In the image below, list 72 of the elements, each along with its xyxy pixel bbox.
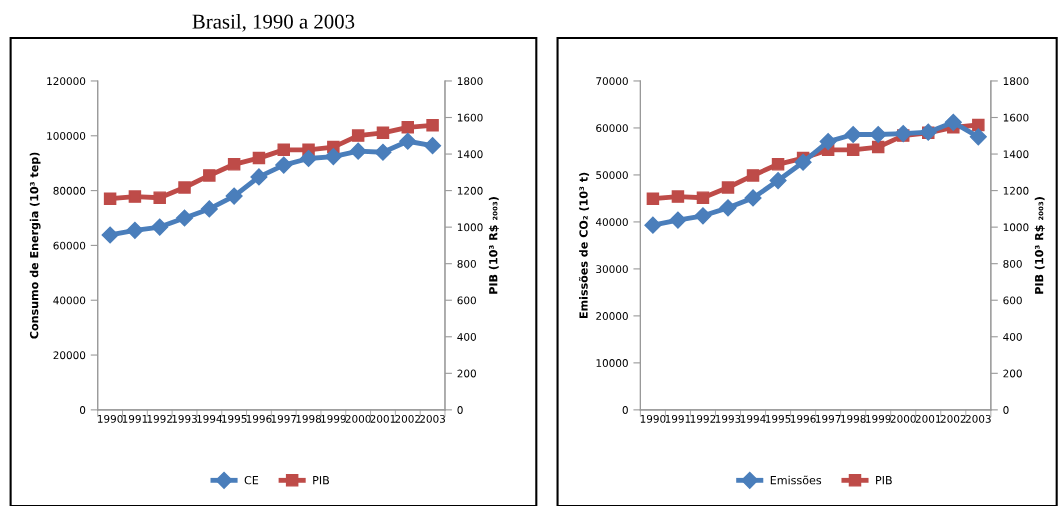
x-tick-label: 2002: [395, 414, 420, 423]
x-tick-label: 1993: [172, 414, 197, 423]
y-tick-label: 20000: [53, 351, 86, 360]
y-tick-label: 60000: [53, 241, 86, 250]
x-tick-label: 2003: [965, 414, 991, 423]
y2-tick-label: 0: [1003, 406, 1009, 414]
y2-tick-label: 1600: [457, 113, 483, 122]
x-tick-label: 2001: [915, 414, 941, 423]
x-tick-label: 1992: [690, 414, 716, 423]
legend-label: Emissões: [770, 475, 822, 485]
y-axis-title: Consumo de Energia (10³ tep): [29, 152, 41, 339]
y-tick-label: 10000: [596, 359, 628, 367]
y2-tick-label: 1000: [1003, 223, 1029, 232]
y-tick-label: 0: [79, 406, 86, 414]
y2-tick-label: 1800: [1003, 77, 1029, 86]
y-axis-title: Emissões de CO₂ (10³ t): [578, 172, 590, 318]
y-tick-label: 50000: [596, 171, 628, 180]
y-tick-label: 80000: [53, 186, 86, 195]
y2-tick-label: 0: [457, 406, 463, 414]
x-tick-label: 1993: [715, 414, 741, 423]
x-tick-label: 1991: [665, 414, 691, 423]
x-tick-label: 1998: [841, 414, 866, 423]
x-tick-label: 1996: [246, 414, 272, 423]
x-tick-label: 1991: [122, 414, 148, 423]
y-tick-label: 40000: [53, 296, 86, 305]
y2-tick-label: 400: [1003, 333, 1022, 341]
y-tick-label: 30000: [596, 265, 628, 274]
y2-tick-label: 1000: [457, 223, 483, 232]
y-tick-label: 40000: [595, 218, 628, 227]
y2-tick-label: 1800: [457, 77, 483, 86]
x-tick-label: 1997: [816, 414, 841, 423]
x-tick-label: 1999: [321, 414, 346, 423]
x-tick-label: 1990: [640, 414, 666, 423]
x-tick-label: 2000: [345, 414, 371, 423]
legend-label: PIB: [876, 476, 892, 485]
y2-tick-label: 600: [457, 296, 476, 305]
x-tick-label: 2001: [370, 414, 396, 423]
legend-label: CE: [244, 475, 259, 485]
y2-tick-label: 800: [1003, 259, 1022, 268]
y2-axis-title: PIB (10³ R$ ₂₀₀₃): [1034, 197, 1045, 294]
y-tick-label: 60000: [596, 124, 628, 133]
x-tick-label: 1995: [765, 414, 791, 423]
y2-tick-label: 200: [1003, 369, 1022, 378]
y2-tick-label: 600: [1003, 296, 1022, 305]
x-tick-label: 2000: [890, 414, 916, 423]
y-tick-label: 20000: [596, 312, 628, 320]
y-tick-label: 120000: [47, 77, 86, 86]
x-tick-label: 1997: [271, 414, 297, 423]
y-tick-label: 0: [622, 406, 628, 414]
x-tick-label: 1990: [98, 414, 123, 423]
x-tick-label: 1992: [147, 414, 172, 423]
y-tick-label: 100000: [47, 132, 86, 140]
x-tick-label: 1999: [866, 414, 891, 423]
y2-tick-label: 800: [457, 259, 476, 268]
x-tick-label: 1994: [740, 414, 766, 423]
x-tick-label: 2002: [940, 414, 966, 423]
chart-title: Brasil, 1990 a 2003: [192, 14, 355, 32]
y2-tick-label: 400: [457, 333, 476, 341]
y2-tick-label: 1200: [1003, 186, 1029, 195]
x-tick-label: 2003: [420, 414, 445, 423]
y2-tick-label: 200: [457, 369, 476, 378]
legend-label: PIB: [313, 476, 329, 485]
x-tick-label: 1994: [197, 414, 222, 423]
x-tick-label: 1995: [222, 414, 247, 423]
x-tick-label: 1996: [790, 414, 816, 423]
x-tick-label: 1998: [296, 414, 322, 423]
y-tick-label: 70000: [596, 77, 628, 86]
y2-tick-label: 1400: [1003, 150, 1029, 159]
y2-axis-title: PIB (10³ R$ ₂₀₀₃): [488, 197, 499, 294]
y2-tick-label: 1200: [457, 186, 483, 195]
y2-tick-label: 1400: [457, 150, 483, 159]
y2-tick-label: 1600: [1003, 113, 1029, 122]
